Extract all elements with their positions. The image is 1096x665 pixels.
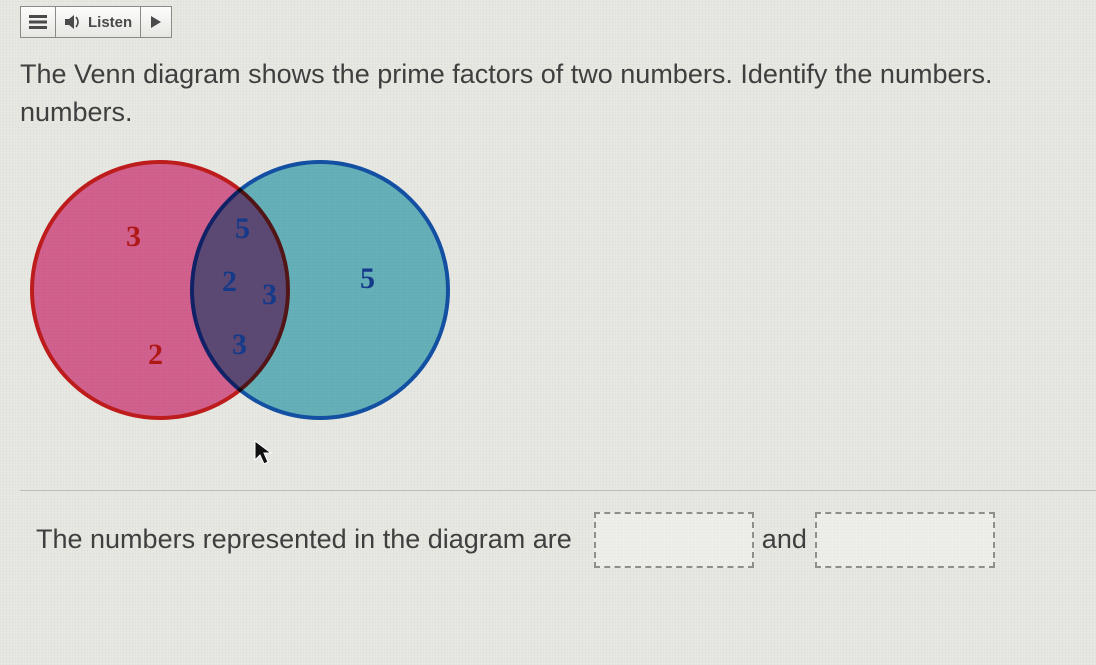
play-button[interactable] — [141, 7, 171, 37]
answer-stem: The numbers represented in the diagram a… — [36, 524, 572, 555]
cursor-icon — [254, 440, 274, 466]
venn-mid-value: 2 — [222, 265, 237, 299]
answer-blank-2[interactable] — [815, 512, 995, 568]
play-icon — [149, 15, 163, 29]
question-prompt: The Venn diagram shows the prime factors… — [20, 56, 1096, 132]
answer-conjunction: and — [762, 524, 807, 555]
venn-left-value: 3 — [126, 220, 141, 254]
answer-blank-1[interactable] — [594, 512, 754, 568]
listen-label: Listen — [88, 14, 132, 31]
speaker-icon — [64, 13, 84, 31]
venn-right-value: 5 — [360, 262, 375, 296]
menu-button[interactable] — [21, 7, 56, 37]
prompt-line-1: The Venn diagram shows the prime factors… — [20, 56, 1096, 94]
venn-diagram: 3 2 5 2 3 3 5 — [30, 150, 470, 450]
answer-sentence: The numbers represented in the diagram a… — [36, 512, 1096, 568]
venn-mid-value: 5 — [235, 212, 250, 246]
prompt-line-2: numbers. — [20, 94, 1096, 132]
venn-left-value: 2 — [148, 338, 163, 372]
menu-icon — [29, 15, 47, 29]
divider — [20, 490, 1096, 491]
venn-mid-value: 3 — [232, 328, 247, 362]
listen-button[interactable]: Listen — [56, 7, 141, 37]
venn-mid-value: 3 — [262, 278, 277, 312]
audio-toolbar: Listen — [20, 6, 172, 38]
